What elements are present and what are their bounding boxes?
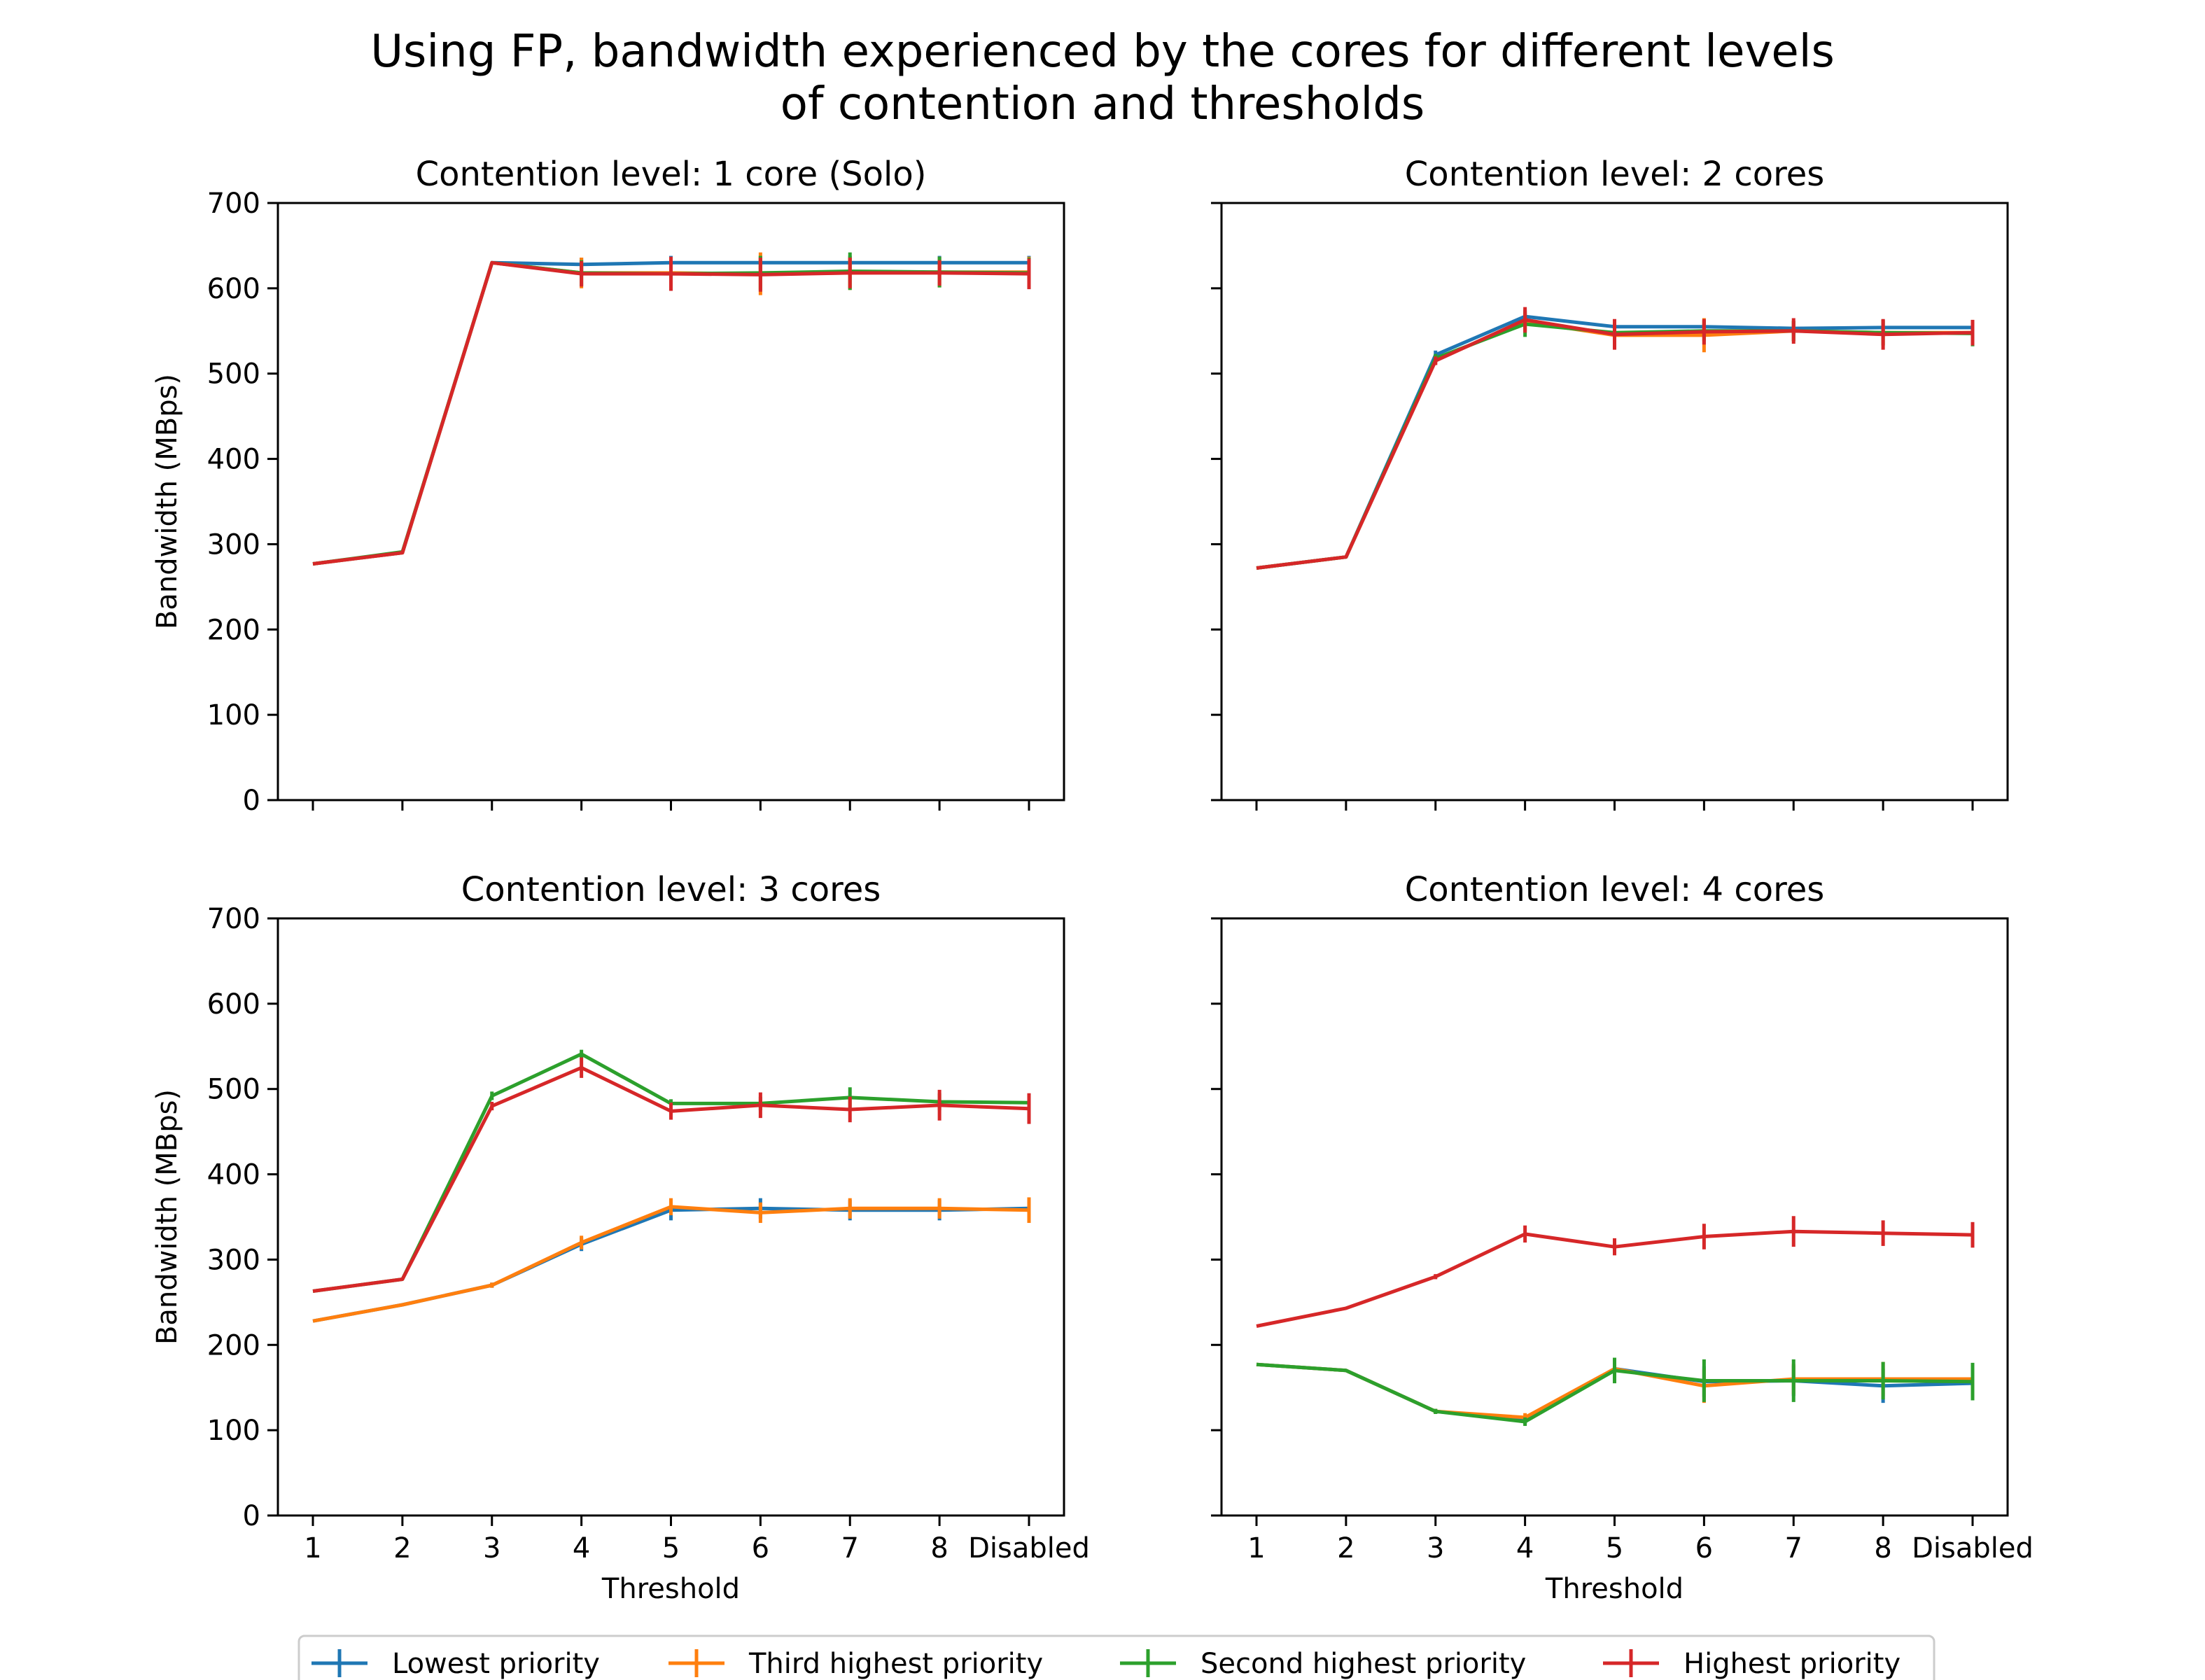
y-tick-label: 300: [207, 1244, 260, 1276]
legend-entry: Third highest priority: [668, 1648, 1043, 1680]
x-tick-label: 1: [304, 1532, 321, 1564]
figure-title-line1: Using FP, bandwidth experienced by the c…: [370, 26, 1835, 78]
series-highest-priority: [312, 1057, 1031, 1293]
legend-label: Highest priority: [1684, 1648, 1900, 1680]
y-tick-label: 200: [207, 1329, 260, 1362]
legend-entry: Highest priority: [1603, 1648, 1900, 1680]
y-axis-label: Bandwidth (MBps): [151, 374, 183, 629]
axes-frame: [1220, 917, 2009, 1517]
legend-entry: Lowest priority: [312, 1648, 600, 1680]
x-tick-label: 7: [841, 1532, 859, 1564]
subplot-1: Contention level: 1 core (Solo) 0 100 200 30…: [151, 155, 1065, 817]
axes-frame: [276, 917, 1065, 1517]
y-tick-label: 400: [207, 1159, 260, 1191]
subplot-2: Contention level: 2 cores: [1211, 155, 2009, 811]
y-axis-label: Bandwidth (MBps): [151, 1089, 183, 1345]
subplots: Contention level: 1 core (Solo)010020030…: [151, 155, 2033, 1605]
x-axis-label: Threshold: [601, 1573, 740, 1605]
subplot-4: Contention level: 4 cores 1 2 3 4 5 6 7 8 Disable…: [1211, 870, 2033, 1605]
series-third-highest-priority: [312, 1197, 1031, 1323]
x-tick-label: 1: [1247, 1532, 1265, 1564]
y-tick-label: 600: [207, 273, 260, 305]
legend: Lowest priority Third highest priority Sec…: [298, 1634, 1935, 1680]
y-tick-label: 200: [207, 614, 260, 646]
axes-frame: [1220, 202, 2009, 802]
subplot-3: Contention level: 3 cores 0 100 200 300 400 50…: [151, 870, 1090, 1605]
series-highest-priority: [1256, 1216, 1975, 1328]
x-tick-label: 3: [483, 1532, 500, 1564]
x-tick-label: 5: [1606, 1532, 1623, 1564]
series-highest-priority: [1256, 307, 1975, 570]
y-tick-label: 0: [243, 1500, 260, 1532]
x-tick-label: 2: [1337, 1532, 1354, 1564]
x-tick-label: 6: [1695, 1532, 1713, 1564]
subplot-title: Contention level: 4 cores: [1405, 870, 1825, 909]
x-tick-label: Disabled: [1912, 1532, 2033, 1564]
legend-frame: [298, 1634, 1935, 1680]
x-tick-label: Disabled: [968, 1532, 1090, 1564]
x-tick-label: 3: [1427, 1532, 1444, 1564]
subplot-title: Contention level: 3 cores: [461, 870, 881, 909]
x-tick-label: 4: [573, 1532, 590, 1564]
figure-title-line2: of contention and thresholds: [780, 78, 1424, 130]
x-tick-label: 4: [1516, 1532, 1534, 1564]
subplot-title: Contention level: 2 cores: [1405, 155, 1825, 194]
y-tick-label: 500: [207, 1074, 260, 1106]
legend-label: Second highest priority: [1200, 1648, 1526, 1680]
legend-label: Third highest priority: [748, 1648, 1043, 1680]
y-tick-label: 300: [207, 528, 260, 561]
x-tick-label: 5: [662, 1532, 680, 1564]
x-tick-label: 7: [1785, 1532, 1802, 1564]
series-highest-priority: [312, 256, 1031, 566]
axes-frame: [276, 202, 1065, 802]
subplot-title: Contention level: 1 core (Solo): [416, 155, 927, 194]
x-tick-label: 2: [393, 1532, 411, 1564]
legend-label: Lowest priority: [392, 1648, 600, 1680]
y-tick-label: 0: [243, 785, 260, 817]
x-tick-label: 6: [752, 1532, 769, 1564]
y-tick-label: 100: [207, 699, 260, 732]
y-tick-label: 600: [207, 988, 260, 1021]
x-tick-label: 8: [1874, 1532, 1891, 1564]
y-tick-label: 400: [207, 444, 260, 476]
legend-entry: Second highest priority: [1120, 1648, 1526, 1680]
y-tick-label: 100: [207, 1415, 260, 1447]
series-second-highest-priority: [1256, 1357, 1975, 1427]
x-tick-label: 8: [930, 1532, 948, 1564]
y-tick-label: 500: [207, 358, 260, 391]
x-axis-label: Threshold: [1545, 1573, 1684, 1605]
y-tick-label: 700: [207, 188, 260, 220]
y-tick-label: 700: [207, 903, 260, 935]
